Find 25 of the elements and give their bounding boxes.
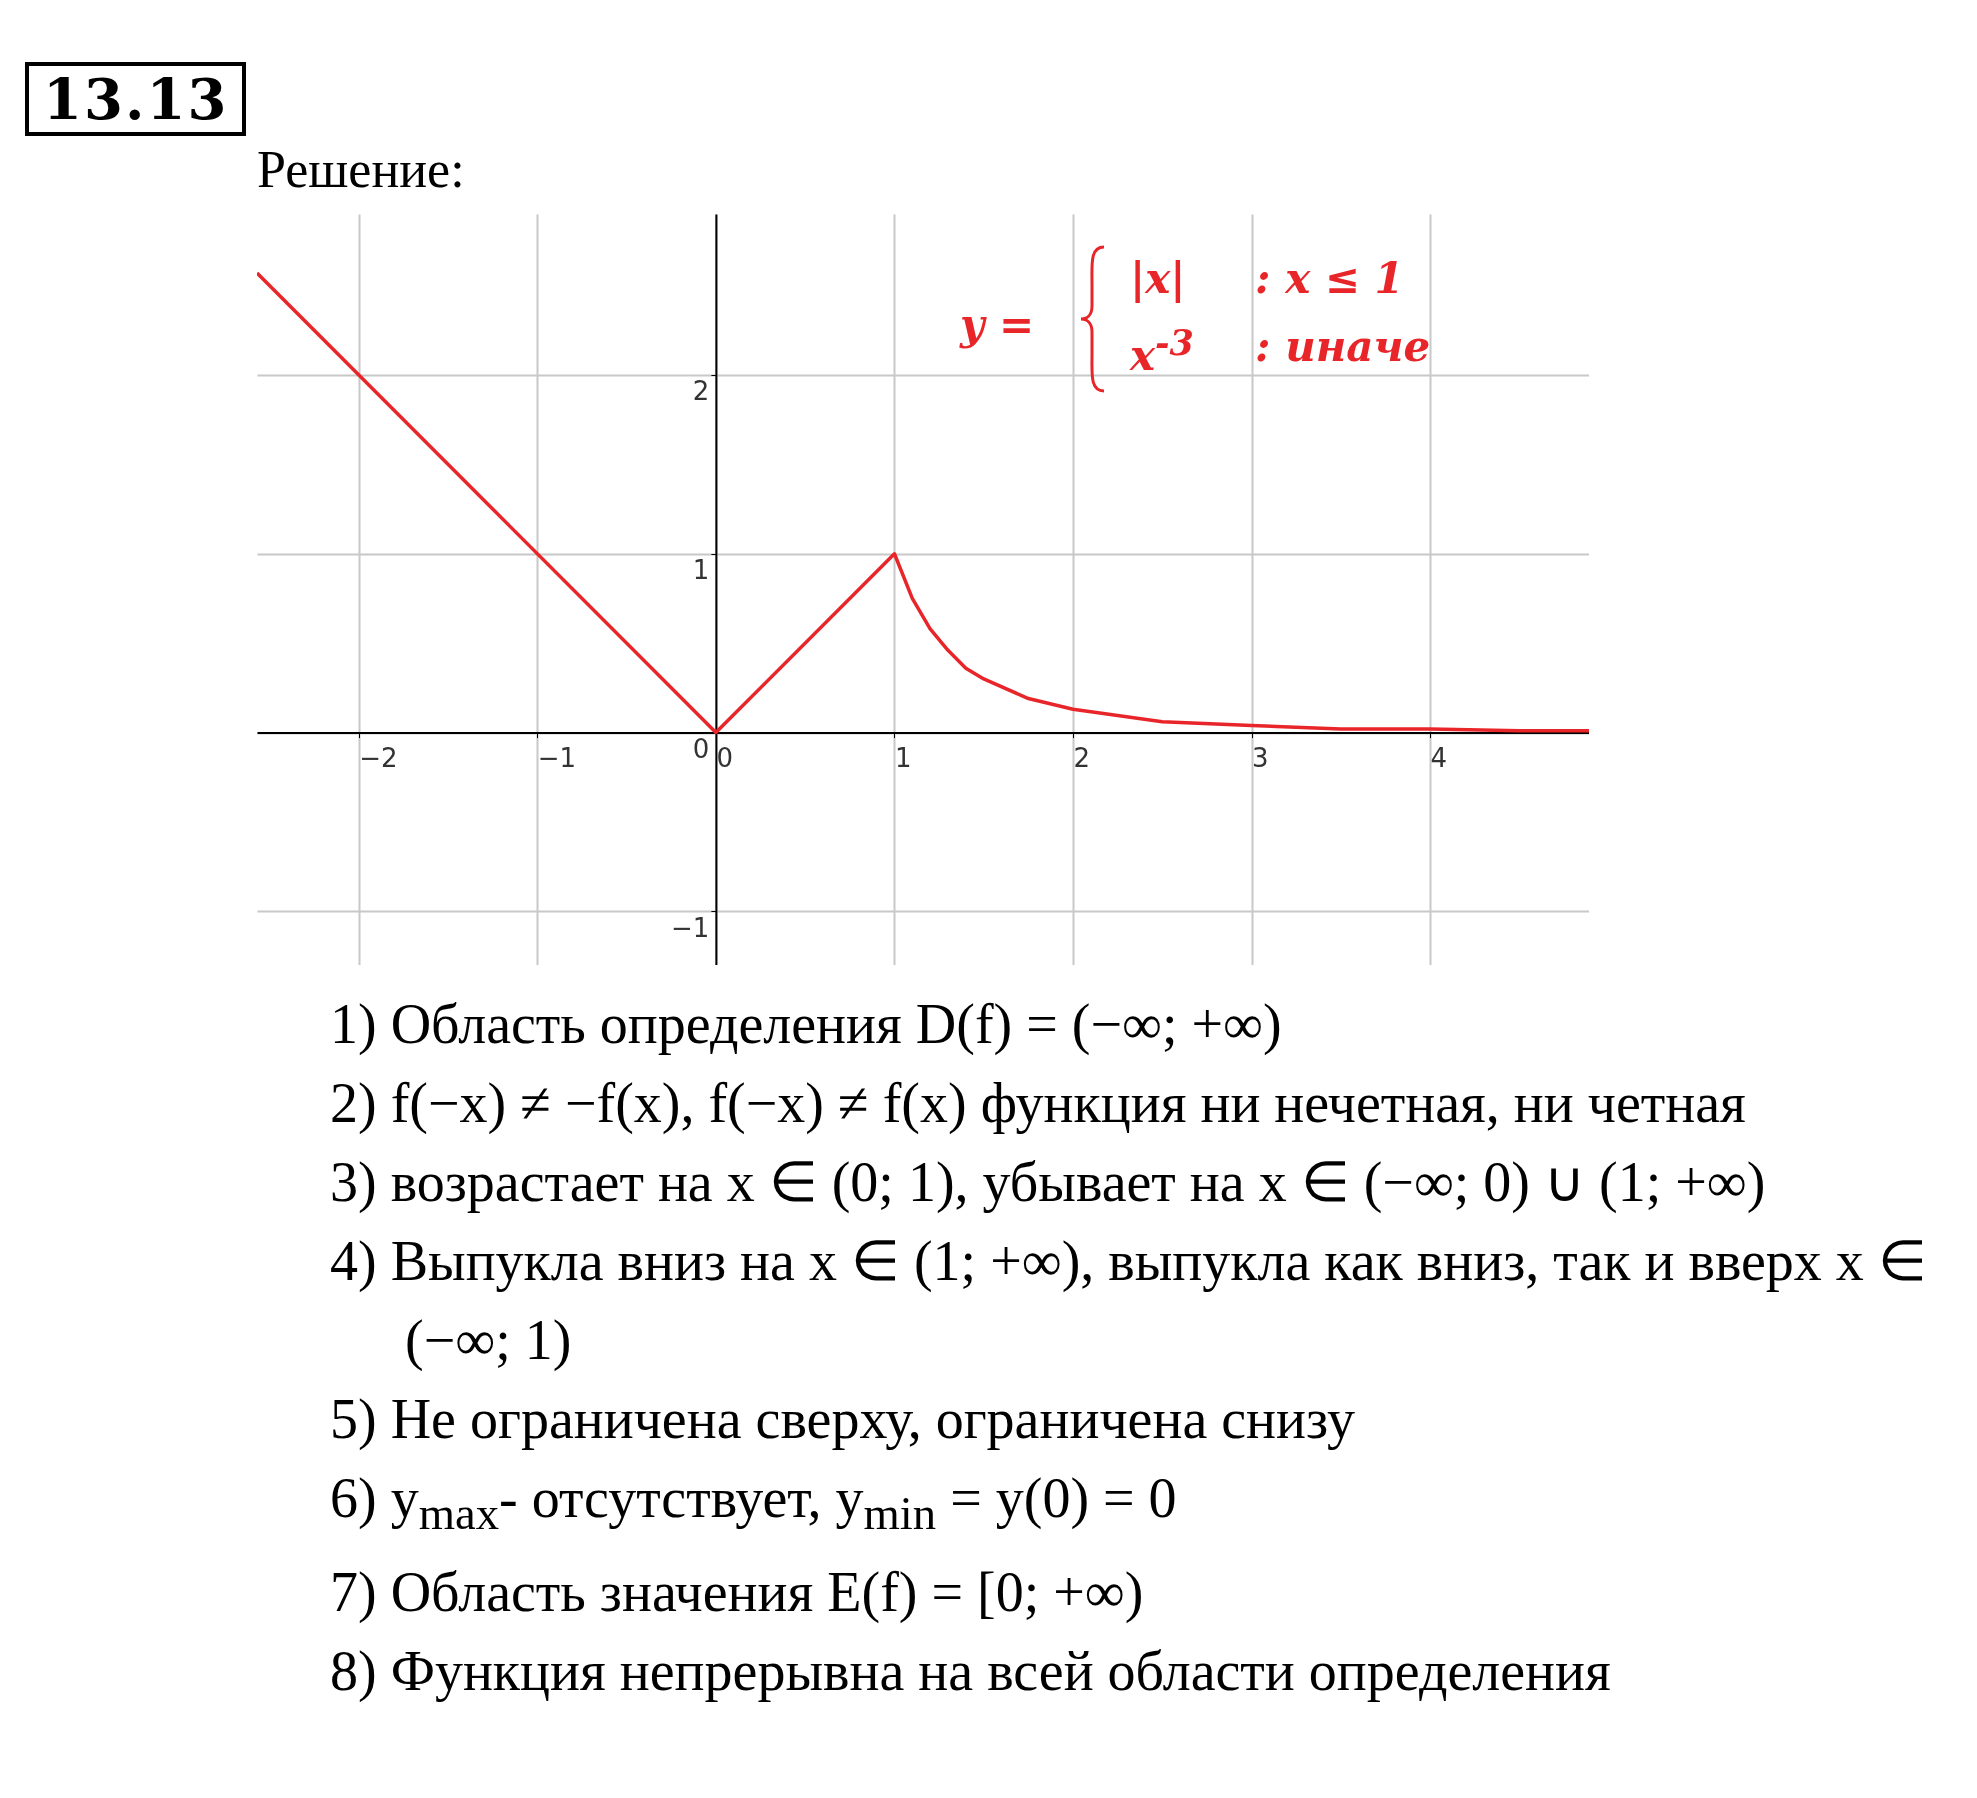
- text: 4) Выпукла вниз на x ∈ (1; +∞), выпукла как вниз, так и вверх x ∈ (−∞; 1): [330, 1229, 1928, 1373]
- text: 5) Не ограничена сверху, ограничена снизу: [330, 1387, 1356, 1452]
- annotation: x$^{-3}$: [1130, 322, 1194, 380]
- text: 2) f(−x) ≠ −f(x), f(−x) ≠ f(x) функция ни нечетная, ни четная: [330, 1071, 1747, 1136]
- text: 6) y$_{max}$- отсутствует, y$_{min}$ = y(0) = 0: [330, 1466, 1178, 1542]
- x-tick-label: 3: [1252, 743, 1269, 774]
- x-tick-label: −2: [359, 743, 398, 774]
- text: 8) Функция непрерывна на всей области определения: [330, 1639, 1612, 1705]
- text: 7) Область значения E(f) = [0; +∞): [330, 1560, 1145, 1626]
- chart-subtitle: Решение:: [257, 140, 465, 199]
- annotation: |x|: [1130, 254, 1186, 303]
- x-tick-label: 4: [1430, 743, 1448, 774]
- annotation: : иначе: [1255, 322, 1431, 371]
- chart-title: 13.13: [25, 62, 247, 136]
- x-tick-label: −1: [537, 743, 577, 774]
- x-tick-label: 0: [716, 743, 733, 774]
- y-tick-label: 1: [692, 555, 710, 586]
- y-tick-label: −1: [671, 912, 710, 943]
- text: 1) Область определения D(f) = (−∞; +∞): [330, 992, 1283, 1057]
- annotation: : x ≤ 1: [1255, 254, 1404, 303]
- y-tick-label: 2: [692, 376, 710, 407]
- text: 3) возрастает на x ∈ (0; 1), убывает на x ∈ (−∞; 0) ∪ (1; +∞): [330, 1150, 1767, 1215]
- x-tick-label: 2: [1073, 743, 1091, 774]
- annotation: y =: [960, 300, 1035, 349]
- x-tick-label: 1: [894, 743, 912, 774]
